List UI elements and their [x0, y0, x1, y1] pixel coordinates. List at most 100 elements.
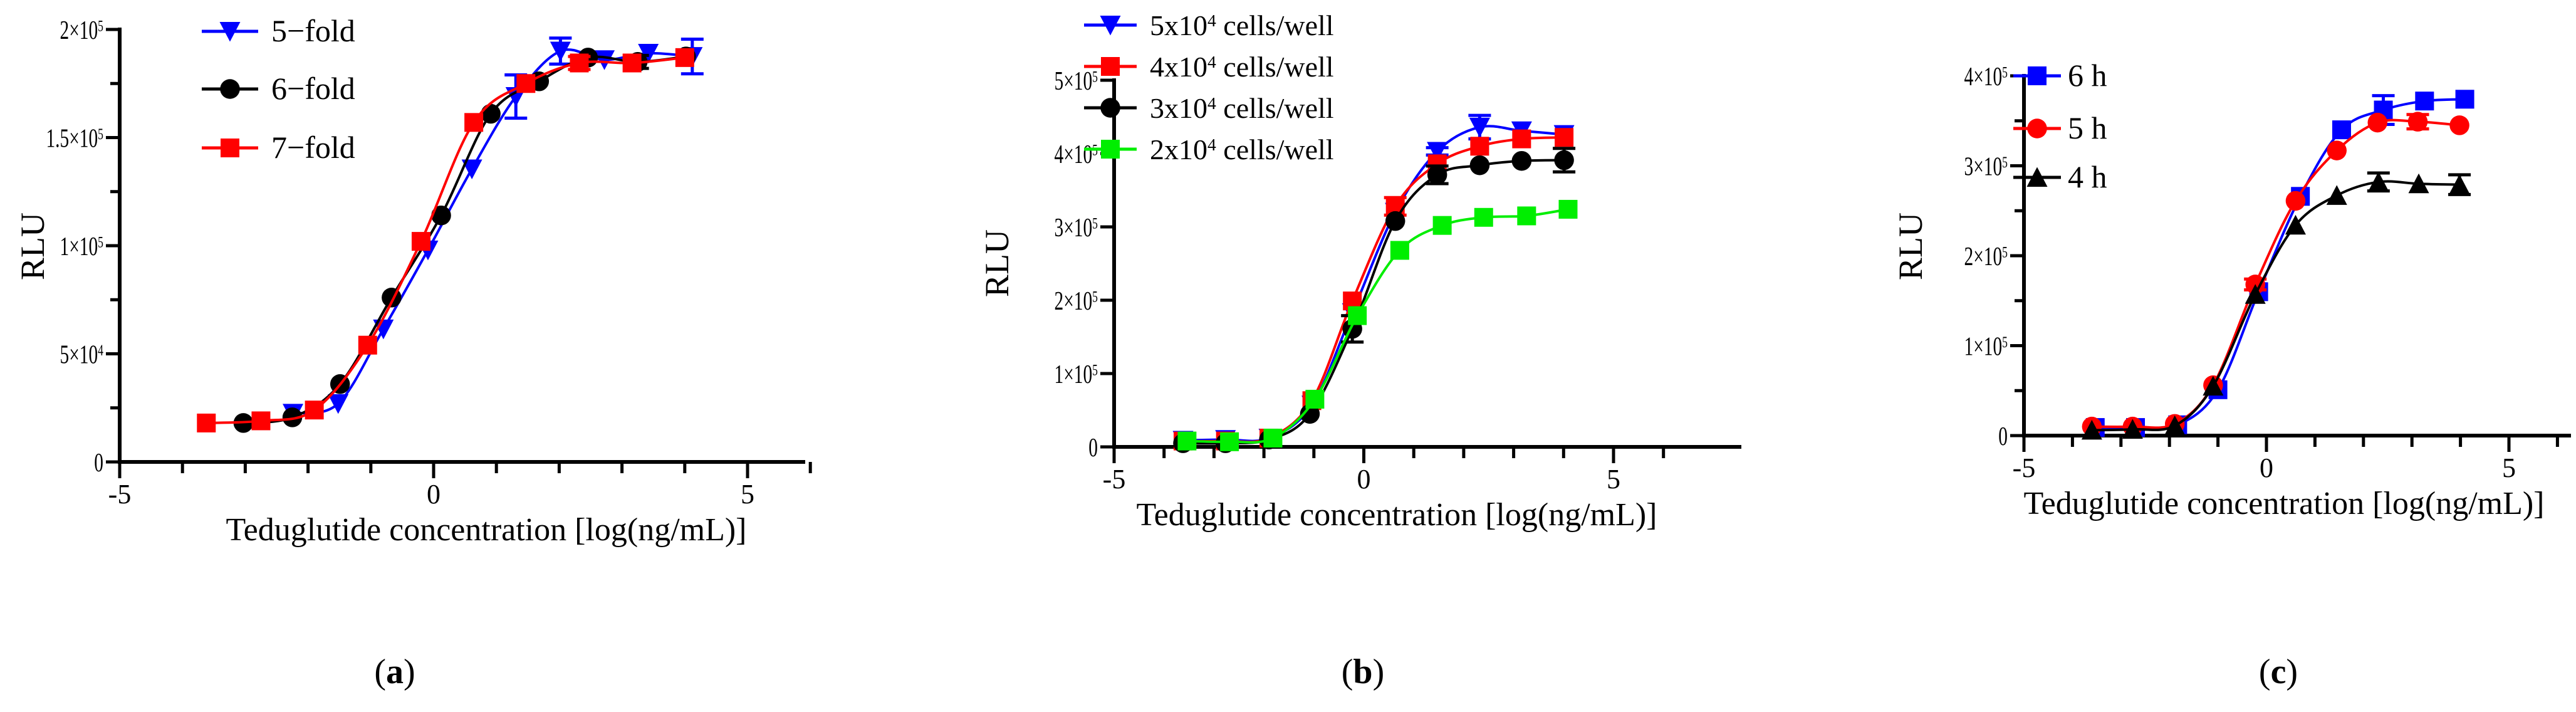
data-point — [1469, 155, 1490, 175]
fit-curve — [1182, 159, 1565, 445]
data-point — [1432, 216, 1452, 235]
data-point — [1177, 431, 1197, 451]
fit-curve — [206, 56, 686, 424]
data-point — [2332, 120, 2351, 140]
legend-marker — [1101, 140, 1120, 159]
x-tick-label: 5 — [2502, 453, 2516, 483]
data-point — [1300, 404, 1320, 424]
data-point — [1305, 389, 1325, 409]
legend-entry: 4 h — [2013, 159, 2107, 194]
fit-curve — [2092, 118, 2460, 429]
data-point — [516, 74, 536, 93]
x-tick-label: -5 — [108, 479, 132, 510]
data-point — [1555, 128, 1574, 147]
data-point — [251, 411, 271, 431]
legend-entry: 3x104 cells/well — [1084, 92, 1334, 124]
data-point — [464, 113, 484, 132]
y-tick-label: 5×104 — [60, 340, 103, 369]
data-point — [2327, 140, 2347, 160]
y-tick-label: 5×105 — [1054, 66, 1098, 95]
x-axis-label: Teduglutide concentration [log(ng/mL)] — [226, 512, 747, 548]
series-3 — [1177, 199, 1578, 451]
legend-marker — [1101, 57, 1120, 76]
data-point — [1427, 142, 1448, 162]
chart-panel-a: -5 0 505×1041×1051.5×1052×105RLUTeduglutid… — [14, 13, 812, 691]
legend-label: 6−fold — [271, 71, 355, 106]
data-point — [2122, 419, 2143, 439]
data-point — [2326, 185, 2347, 205]
y-tick-label: 1×105 — [1964, 332, 2008, 360]
data-point — [1511, 150, 1532, 171]
y-tick-label: 1×105 — [60, 232, 103, 261]
x-tick-label: -5 — [2013, 453, 2036, 483]
data-point — [481, 103, 501, 124]
data-point — [2245, 284, 2266, 304]
legend-marker — [221, 139, 239, 157]
series-0 — [2085, 90, 2474, 437]
data-point — [1427, 165, 1447, 185]
legend-label: 4 h — [2068, 159, 2107, 194]
x-axis-label: Teduglutide concentration [log(ng/mL)] — [1137, 497, 1657, 533]
data-point — [2455, 90, 2474, 109]
data-point — [1385, 211, 1405, 231]
data-point — [2368, 171, 2389, 192]
y-tick-label: 3×105 — [1054, 213, 1098, 242]
x-tick-label: -5 — [1103, 464, 1126, 495]
panel-label: (c) — [2259, 652, 2298, 691]
y-tick-label: 0 — [1088, 433, 1098, 462]
data-point — [1512, 129, 1531, 149]
data-point — [1348, 306, 1367, 325]
fit-curve — [1187, 207, 1568, 444]
y-axis-label: RLU — [1892, 212, 1929, 280]
legend-entry: 2x104 cells/well — [1084, 134, 1334, 165]
legend-entry: 6−fold — [202, 71, 355, 106]
chart-panel-c: -5 0 501×1052×1053×1054×105RLUTeduglutide … — [1892, 58, 2571, 691]
y-tick-label: 3×105 — [1964, 152, 2008, 181]
data-point — [461, 159, 482, 180]
legend-entry: 5−fold — [202, 13, 355, 48]
data-point — [2449, 174, 2470, 194]
legend-entry: 7−fold — [202, 130, 355, 165]
data-point — [675, 48, 694, 67]
data-point — [2367, 112, 2387, 133]
legend-entry: 5x104 cells/well — [1084, 9, 1334, 41]
data-point — [2408, 173, 2429, 194]
series-2 — [2081, 171, 2471, 440]
y-tick-label: 1.5×105 — [46, 123, 103, 152]
legend-label: 5 h — [2068, 110, 2107, 145]
data-point — [2203, 375, 2224, 396]
y-tick-label: 2×105 — [60, 16, 103, 45]
data-point — [2449, 115, 2469, 135]
legend-marker — [219, 22, 241, 42]
series-1 — [2082, 112, 2469, 437]
fit-curve — [1182, 125, 1565, 442]
data-point — [638, 43, 659, 64]
data-point — [1554, 150, 1574, 170]
data-point — [358, 335, 377, 355]
data-point — [2415, 92, 2434, 111]
data-point — [411, 232, 430, 251]
legend-marker — [1100, 98, 1120, 118]
y-tick-label: 0 — [1998, 422, 2008, 451]
legend-marker — [2028, 66, 2047, 85]
y-tick-label: 1×105 — [1054, 360, 1098, 389]
data-point — [282, 407, 303, 427]
data-point — [2285, 191, 2306, 211]
legend-label: 7−fold — [271, 130, 355, 165]
data-point — [1263, 428, 1283, 448]
data-point — [305, 401, 324, 420]
y-tick-label: 4×105 — [1054, 140, 1098, 169]
data-point — [550, 41, 571, 61]
data-point — [1390, 241, 1409, 260]
legend-marker — [220, 79, 240, 99]
data-point — [1469, 117, 1490, 138]
legend-label: 5x104 cells/well — [1150, 9, 1334, 41]
chart-panel-b: -50501×1052×1053×1054×1055×105RLUTeduglu… — [978, 9, 1741, 691]
y-tick-label: 2×105 — [1964, 242, 2008, 271]
data-point — [570, 53, 589, 73]
legend-label: 5−fold — [271, 13, 355, 48]
data-point — [2407, 112, 2428, 132]
y-axis-label: RLU — [978, 229, 1016, 297]
data-point — [197, 413, 216, 432]
fit-curve — [2092, 180, 2460, 432]
